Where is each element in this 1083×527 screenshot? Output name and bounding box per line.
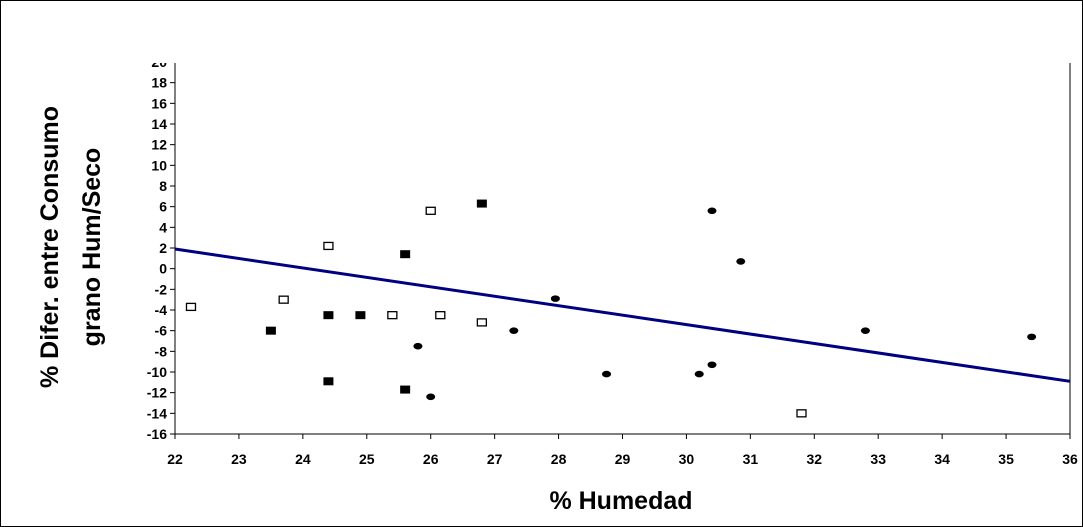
- x-tick-label: 28: [551, 451, 567, 467]
- x-tick-label: 25: [359, 451, 375, 467]
- open-square-point: [796, 409, 807, 418]
- filled-circle-point: [426, 393, 436, 401]
- x-tick-label: 26: [423, 451, 439, 467]
- filled-square-point: [265, 326, 276, 335]
- filled-square-point: [355, 311, 366, 320]
- filled-circle-point: [602, 370, 612, 378]
- open-square-point: [425, 206, 436, 215]
- y-axis-title-line-1: % Difer. entre Consumo: [36, 106, 64, 388]
- y-tick-label: -12: [147, 385, 167, 401]
- y-title-clip: [1, 1, 1082, 63]
- x-tick-label: 23: [231, 451, 247, 467]
- x-tick-label: 31: [743, 451, 759, 467]
- trendline: [174, 247, 1071, 383]
- y-tick-label: 14: [151, 116, 167, 132]
- filled-square-point: [476, 199, 487, 208]
- y-tick-label: -2: [155, 281, 168, 297]
- y-tick-label: 12: [151, 137, 167, 153]
- y-tick-label: -4: [155, 302, 168, 318]
- filled-circle-point: [707, 207, 717, 215]
- data-points: [185, 199, 1037, 418]
- filled-circle-point: [707, 361, 717, 369]
- open-square-point: [323, 241, 334, 251]
- y-axis-title: % Difer. entre Consumo grano Hum/Seco: [36, 106, 106, 388]
- x-tick-label: 24: [295, 451, 311, 467]
- filled-circle-point: [550, 295, 560, 302]
- y-tick-label: -8: [155, 343, 168, 359]
- x-tick-label: 33: [870, 451, 886, 467]
- open-square-point: [476, 318, 488, 327]
- open-square-point: [278, 295, 289, 304]
- filled-circle-point: [413, 342, 423, 350]
- y-tick-label: 6: [159, 199, 167, 215]
- x-tick-label: 34: [934, 451, 950, 467]
- x-axis: 22 23 24 25 26 27 28 29 30 31 32 33 34 35 36: [167, 434, 1078, 467]
- filled-square-point: [323, 377, 334, 386]
- y-tick-label: -14: [147, 405, 167, 421]
- filled-circle-point: [1027, 333, 1037, 341]
- x-tick-label: 32: [806, 451, 822, 467]
- y-axis: 20181614121086420-2-4-6-8-10-12-14-16: [147, 54, 175, 442]
- open-square-point: [185, 302, 197, 312]
- filled-circle-point: [509, 327, 519, 334]
- y-tick-label: -10: [147, 364, 167, 380]
- x-tick-label: 22: [167, 451, 183, 467]
- x-tick-label: 27: [487, 451, 503, 467]
- plot-area: [174, 61, 1071, 435]
- y-tick-label: 16: [151, 95, 167, 111]
- y-tick-label: 0: [159, 261, 167, 277]
- filled-square-point: [400, 250, 411, 259]
- y-tick-label: -6: [155, 323, 168, 339]
- x-tick-label: 30: [679, 451, 695, 467]
- x-tick-label: 36: [1062, 451, 1078, 467]
- y-tick-label: 8: [159, 178, 167, 194]
- x-tick-label: 35: [998, 451, 1014, 467]
- y-tick-label: 18: [151, 75, 167, 91]
- y-tick-label: 2: [159, 240, 167, 256]
- y-axis-title-line-2: grano Hum/Seco: [78, 148, 106, 347]
- x-tick-label: 29: [615, 451, 631, 467]
- filled-circle-point: [736, 258, 746, 265]
- y-tick-label: 4: [159, 219, 167, 235]
- open-square-point: [435, 311, 446, 320]
- filled-square-point: [323, 311, 334, 320]
- filled-square-point: [400, 385, 411, 394]
- y-tick-label: -16: [147, 426, 167, 442]
- y-tick-label: 10: [151, 157, 167, 173]
- open-square-point: [387, 311, 398, 320]
- filled-circle-point: [860, 327, 870, 334]
- filled-circle-point: [694, 370, 704, 378]
- x-axis-title: % Humedad: [549, 487, 692, 515]
